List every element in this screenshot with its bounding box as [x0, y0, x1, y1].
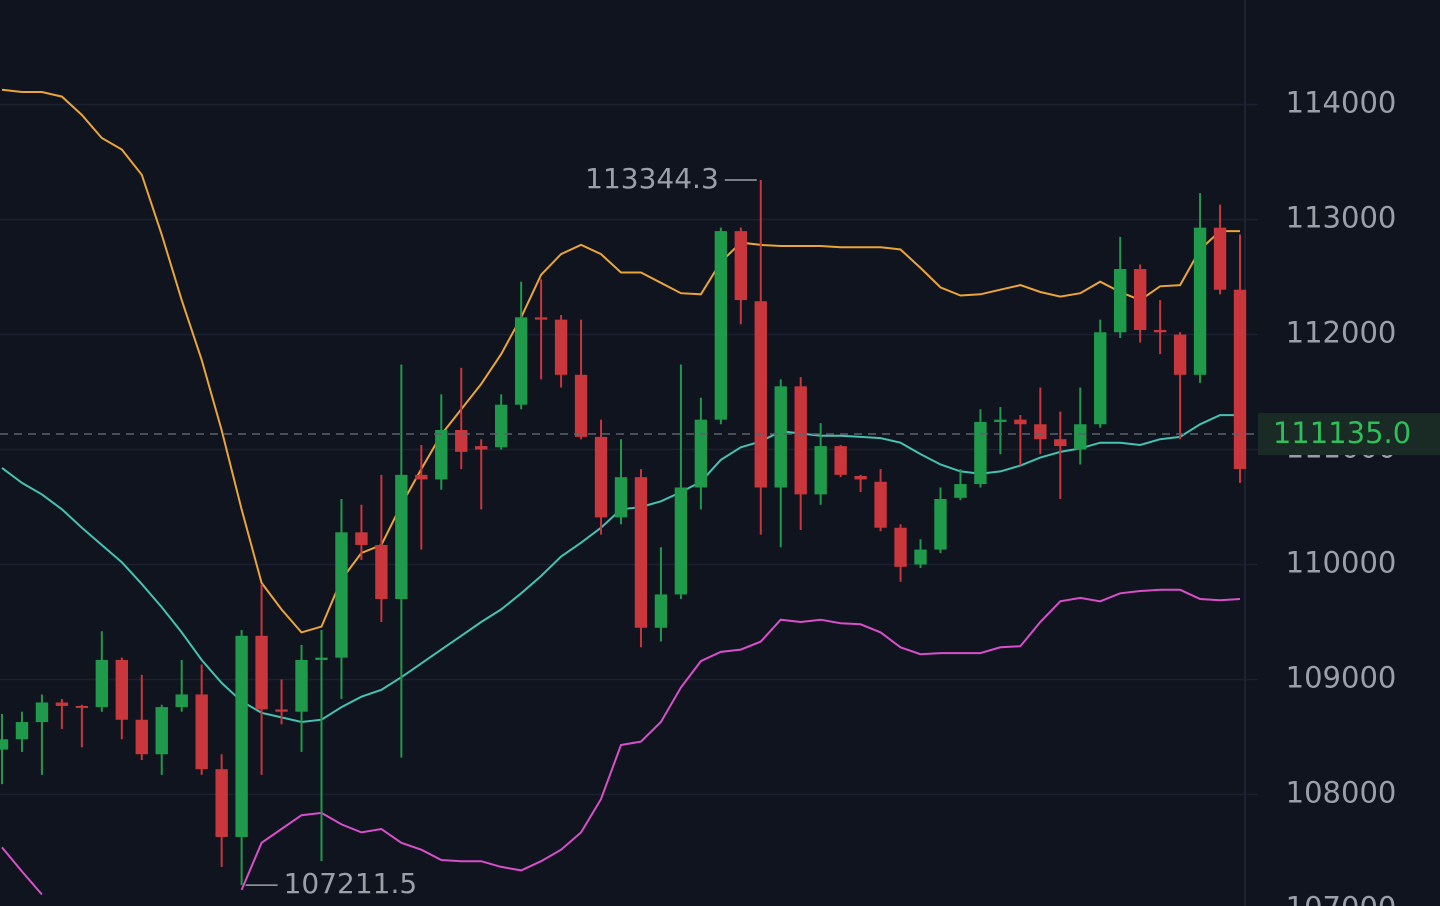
candle-body	[315, 657, 328, 660]
y-tick-label: 107000	[1286, 890, 1397, 906]
candle-body	[1074, 424, 1087, 450]
candle-body	[435, 430, 448, 480]
candle-body	[1153, 329, 1167, 333]
candle-body	[55, 702, 69, 706]
candle-body	[534, 317, 548, 320]
candle-body	[514, 317, 528, 405]
candle-body	[994, 419, 1007, 422]
candle-body	[1054, 439, 1067, 447]
y-tick-label: 112000	[1286, 316, 1397, 350]
candle-body	[355, 532, 368, 545]
candle-body	[155, 707, 168, 755]
last-price-box	[1258, 413, 1440, 456]
candle-body	[495, 404, 508, 448]
candle-body	[375, 544, 388, 600]
candle-body	[455, 430, 468, 452]
candle-body	[255, 635, 268, 710]
candle-body	[854, 475, 867, 480]
low-label: 107211.5	[284, 867, 418, 900]
last-price-label: 111135.0	[1273, 416, 1411, 450]
candle-body	[475, 446, 488, 450]
candle-body	[215, 769, 228, 838]
candle-body	[1094, 332, 1107, 425]
candle-body	[295, 659, 308, 712]
candle-body	[175, 694, 188, 708]
candle-body	[554, 319, 568, 375]
candle-body	[834, 446, 847, 475]
y-tick-label: 110000	[1286, 546, 1397, 580]
candle-body	[275, 709, 288, 712]
candle-body	[914, 549, 927, 565]
candle-body	[1114, 269, 1127, 333]
y-tick-label: 109000	[1286, 661, 1397, 695]
candle-body	[75, 705, 89, 708]
candle-body	[1193, 227, 1207, 375]
candle-body	[235, 635, 248, 838]
candle-body	[894, 527, 907, 567]
candle-body	[734, 231, 747, 301]
candle-body	[714, 231, 728, 420]
candle-body	[614, 477, 628, 518]
candle-body	[594, 436, 608, 518]
candle-body	[794, 386, 807, 495]
candle-body	[195, 694, 208, 770]
candle-body	[395, 474, 408, 600]
candle-body	[674, 487, 688, 595]
candle-body	[115, 659, 128, 720]
candle-body	[1133, 269, 1147, 330]
candle-body	[654, 594, 668, 628]
candle-body	[415, 474, 428, 480]
candle-body	[774, 386, 787, 488]
candle-body	[1014, 419, 1027, 425]
indicator-line	[1, 588, 1241, 896]
candle-body	[634, 477, 648, 628]
indicator-line	[1, 88, 1240, 634]
candle-body	[35, 702, 49, 723]
candle-body	[574, 374, 588, 437]
candle-body	[1173, 334, 1187, 375]
high-label: 113344.3	[585, 162, 719, 195]
candle-body	[814, 446, 827, 495]
candle-body	[1233, 289, 1247, 470]
candle-body	[974, 421, 987, 485]
candle-body	[0, 739, 9, 750]
candle-body	[95, 659, 109, 708]
candle-body	[135, 719, 148, 755]
y-tick-label: 108000	[1286, 775, 1397, 809]
candle-body	[15, 722, 29, 740]
candle-body	[1213, 227, 1227, 290]
candle-body	[934, 498, 947, 550]
candle-body	[1034, 424, 1047, 440]
y-tick-label: 114000	[1286, 86, 1397, 120]
candle-body	[335, 532, 348, 658]
candle-body	[874, 481, 887, 528]
candle-body	[694, 419, 708, 488]
candle-body	[954, 484, 967, 498]
y-tick-label: 113000	[1286, 201, 1397, 235]
candle-body	[754, 301, 767, 488]
